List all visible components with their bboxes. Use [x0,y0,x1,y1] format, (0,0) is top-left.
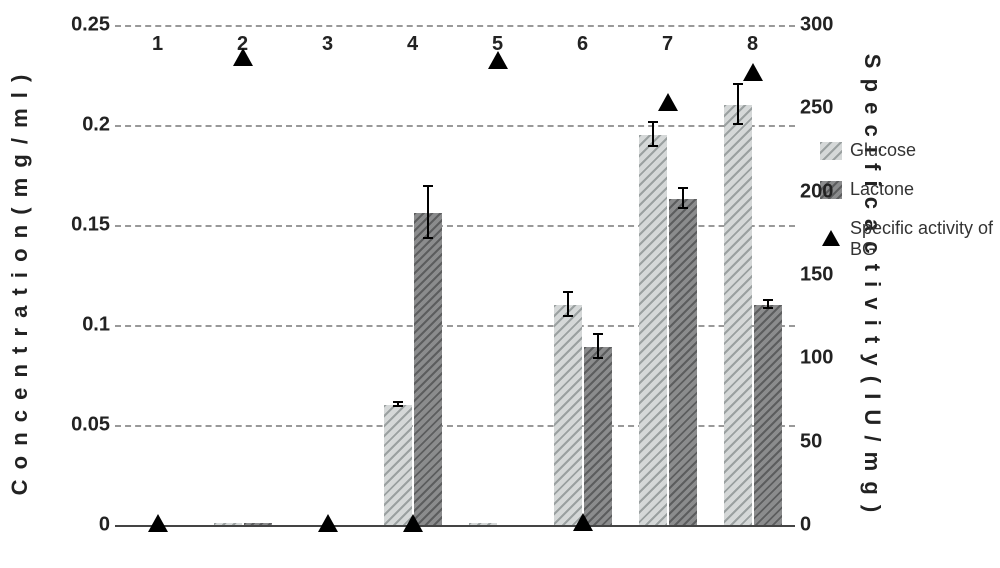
error-cap [423,185,433,187]
triangle-icon [318,514,338,532]
y-left-tick-label: 0.2 [58,114,110,137]
triangle-icon [820,230,842,248]
legend: Glucose Lactone Specific activity of BG [820,140,995,278]
error-bar [597,335,599,359]
bar-glucose [469,523,497,525]
x-tick-label: 2 [237,33,248,557]
triangle-icon [233,48,253,66]
error-cap [678,207,688,209]
grid-line [115,25,795,27]
error-cap [393,401,403,403]
y-right-tick-label: 50 [800,430,840,453]
triangle-icon [403,514,423,532]
legend-label: Glucose [850,140,916,161]
y-left-tick-label: 0.05 [58,414,110,437]
bar-lactone [754,305,782,525]
y-right-tick-label: 0 [800,514,840,537]
triangle-icon [658,93,678,111]
plot-area: 12345678 [115,25,795,527]
bar-lactone [669,199,697,525]
triangle-icon [573,513,593,531]
error-cap [763,299,773,301]
error-bar [427,187,429,239]
bar-glucose [384,405,412,525]
legend-label: Specific activity of BG [850,218,995,260]
error-cap [563,315,573,317]
triangle-icon [743,63,763,81]
triangle-icon [148,514,168,532]
bar-lactone [584,347,612,525]
y-left-tick-label: 0 [58,514,110,537]
legend-item-glucose: Glucose [820,140,995,161]
error-cap [678,187,688,189]
legend-item-lactone: Lactone [820,179,995,200]
grid-line [115,125,795,127]
bar-glucose [639,135,667,525]
triangle-icon [488,51,508,69]
y-right-axis-title: S p e c i f i c a c t i v i t y ( I U / … [859,54,885,514]
error-cap [423,237,433,239]
error-bar [682,189,684,209]
error-cap [733,83,743,85]
error-cap [648,145,658,147]
legend-label: Lactone [850,179,914,200]
x-tick-label: 1 [152,33,163,557]
error-bar [652,123,654,147]
x-tick-label: 3 [322,33,333,557]
y-right-tick-label: 300 [800,14,840,37]
y-left-tick-label: 0.25 [58,14,110,37]
error-cap [593,333,603,335]
error-cap [593,357,603,359]
error-cap [393,405,403,407]
y-right-tick-label: 200 [800,180,840,203]
y-right-tick-label: 150 [800,264,840,287]
error-bar [567,293,569,317]
chart-container: 12345678 C o n c e n t r a t i o n ( m g… [0,0,1000,568]
y-left-tick-label: 0.15 [58,214,110,237]
x-tick-label: 5 [492,33,503,557]
bar-glucose [214,523,242,525]
error-cap [648,121,658,123]
bar-lactone [414,213,442,525]
bar-glucose [724,105,752,525]
legend-item-bg-activity: Specific activity of BG [820,218,995,260]
bar-glucose [554,305,582,525]
y-right-tick-label: 100 [800,347,840,370]
error-bar [737,85,739,125]
error-cap [563,291,573,293]
error-cap [763,307,773,309]
y-left-axis-title: C o n c e n t r a t i o n ( m g / m l ) [7,73,33,496]
bar-lactone [244,523,272,525]
y-left-tick-label: 0.1 [58,314,110,337]
legend-swatch-glucose [820,142,842,160]
error-cap [733,123,743,125]
y-right-tick-label: 250 [800,97,840,120]
